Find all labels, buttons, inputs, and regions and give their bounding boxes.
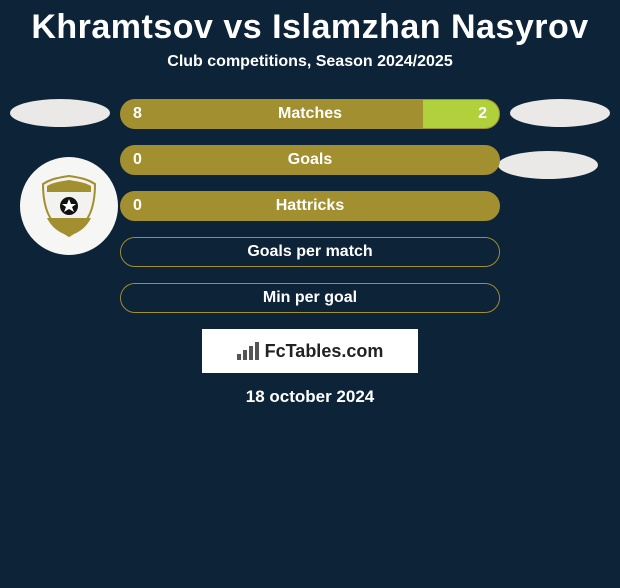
player-right-avatar-placeholder xyxy=(510,99,610,127)
stat-row-goals-per-match: Goals per match xyxy=(120,237,500,267)
club-left-badge xyxy=(20,157,118,255)
stat-row-goals: 0Goals xyxy=(120,145,500,175)
stat-label: Min per goal xyxy=(121,289,499,307)
club-right-badge-placeholder xyxy=(498,151,598,179)
stat-label: Goals xyxy=(121,151,499,169)
subtitle: Club competitions, Season 2024/2025 xyxy=(0,53,620,71)
fctables-logo: FcTables.com xyxy=(202,329,418,373)
page-title: Khramtsov vs Islamzhan Nasyrov xyxy=(0,8,620,47)
stat-row-hattricks: 0Hattricks xyxy=(120,191,500,221)
stat-label: Hattricks xyxy=(121,197,499,215)
stat-row-matches: 82Matches xyxy=(120,99,500,129)
bar-chart-icon xyxy=(237,342,259,360)
player-left-avatar-placeholder xyxy=(10,99,110,127)
date-label: 18 october 2024 xyxy=(0,387,620,407)
club-crest-icon xyxy=(37,174,101,238)
stat-label: Matches xyxy=(121,105,499,123)
comparison-body: 82Matches 0Goals 0Hattricks Goals per match… xyxy=(0,99,620,313)
logo-text: FcTables.com xyxy=(265,341,384,362)
stat-label: Goals per match xyxy=(121,243,499,261)
stat-row-min-per-goal: Min per goal xyxy=(120,283,500,313)
